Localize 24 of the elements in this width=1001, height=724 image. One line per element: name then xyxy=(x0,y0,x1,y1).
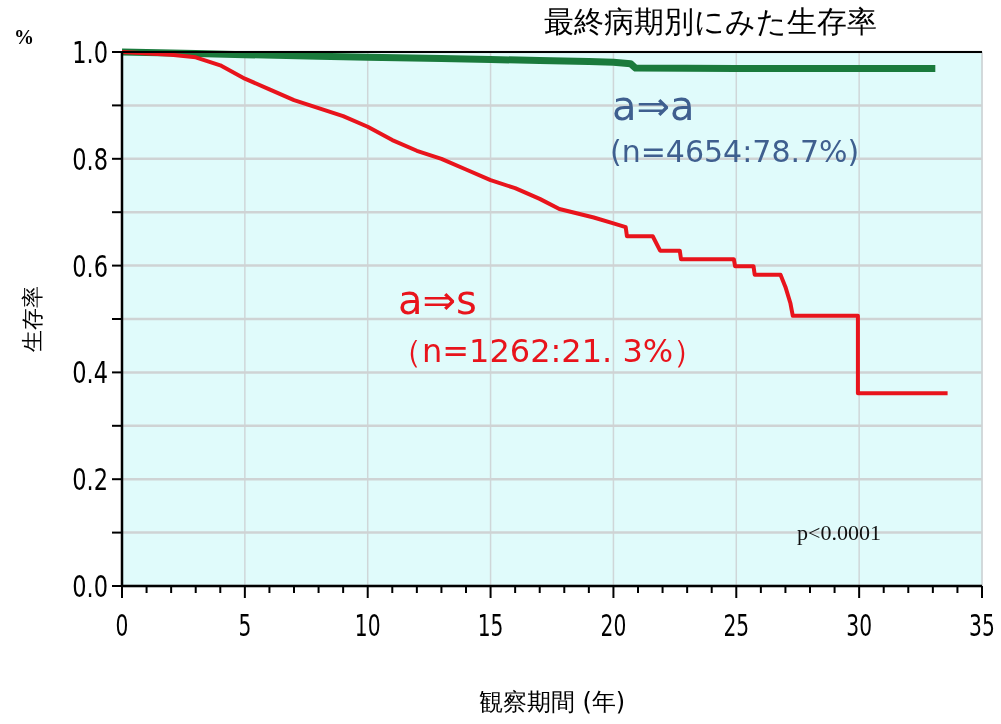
y-tick-label: 0.2 xyxy=(72,461,108,497)
annotation: （n=1262:21. 3%） xyxy=(390,332,706,370)
x-tick-label: 35 xyxy=(969,607,995,643)
y-tick-label: 0.8 xyxy=(72,141,108,177)
annotation: a⇒s xyxy=(398,277,477,323)
y-tick-label: 0.6 xyxy=(72,248,108,284)
x-tick-label: 10 xyxy=(354,607,381,643)
y-tick-label: 0.0 xyxy=(72,568,108,604)
x-axis-title: 観察期間 (年) xyxy=(478,688,626,716)
text: % xyxy=(14,26,34,48)
x-tick-label: 30 xyxy=(846,607,873,643)
annotation: p<0.0001 xyxy=(797,520,881,545)
y-tick-label: 1.0 xyxy=(72,34,108,70)
annotation: a⇒a xyxy=(612,83,695,129)
x-tick-label: 20 xyxy=(600,607,627,643)
x-tick-label: 5 xyxy=(238,607,252,643)
y-tick-label: 0.4 xyxy=(72,355,108,391)
x-tick-label: 0 xyxy=(115,607,129,643)
line-series xyxy=(120,50,950,396)
x-tick-label: 25 xyxy=(723,607,750,643)
chart-title: 最終病期別にみた生存率 xyxy=(543,4,877,39)
annotation: (n=4654:78.7%) xyxy=(610,134,860,169)
y-axis-title: 生存率 xyxy=(20,286,45,352)
x-tick-label: 15 xyxy=(477,607,504,643)
